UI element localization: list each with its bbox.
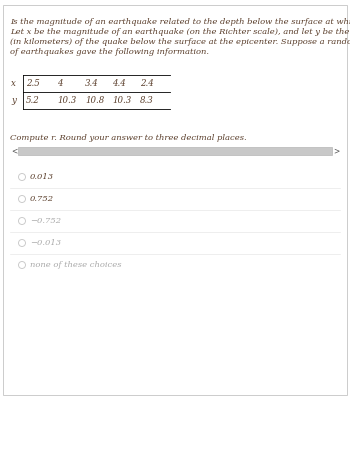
FancyBboxPatch shape bbox=[3, 5, 347, 395]
Text: Let x be the magnitude of an earthquake (on the Richter scale), and let y be the: Let x be the magnitude of an earthquake … bbox=[10, 28, 350, 36]
Text: 2.4: 2.4 bbox=[140, 79, 154, 88]
Text: 8.3: 8.3 bbox=[140, 96, 154, 105]
Text: (in kilometers) of the quake below the surface at the epicenter. Suppose a rando: (in kilometers) of the quake below the s… bbox=[10, 38, 350, 46]
Text: 0.752: 0.752 bbox=[30, 195, 54, 203]
Text: Compute r. Round your answer to three decimal places.: Compute r. Round your answer to three de… bbox=[10, 134, 247, 142]
Text: −0.752: −0.752 bbox=[30, 217, 61, 225]
Text: 0.013: 0.013 bbox=[30, 173, 54, 181]
Text: 10.3: 10.3 bbox=[112, 96, 131, 105]
Text: x: x bbox=[11, 79, 16, 88]
Text: of earthquakes gave the following information.: of earthquakes gave the following inform… bbox=[10, 48, 209, 56]
Text: >: > bbox=[333, 147, 339, 156]
Text: 10.8: 10.8 bbox=[85, 96, 104, 105]
Text: 10.3: 10.3 bbox=[57, 96, 76, 105]
Text: Is the magnitude of an earthquake related to the depth below the surface at whic: Is the magnitude of an earthquake relate… bbox=[10, 18, 350, 26]
Text: 3.4: 3.4 bbox=[85, 79, 99, 88]
Text: <: < bbox=[11, 147, 17, 156]
Text: 4.4: 4.4 bbox=[112, 79, 126, 88]
Text: none of these choices: none of these choices bbox=[30, 261, 121, 269]
Text: 4: 4 bbox=[57, 79, 63, 88]
Text: 5.2: 5.2 bbox=[26, 96, 40, 105]
Text: −0.013: −0.013 bbox=[30, 239, 61, 247]
Text: y: y bbox=[11, 96, 16, 105]
Bar bbox=[18, 147, 332, 155]
Text: 2.5: 2.5 bbox=[26, 79, 40, 88]
